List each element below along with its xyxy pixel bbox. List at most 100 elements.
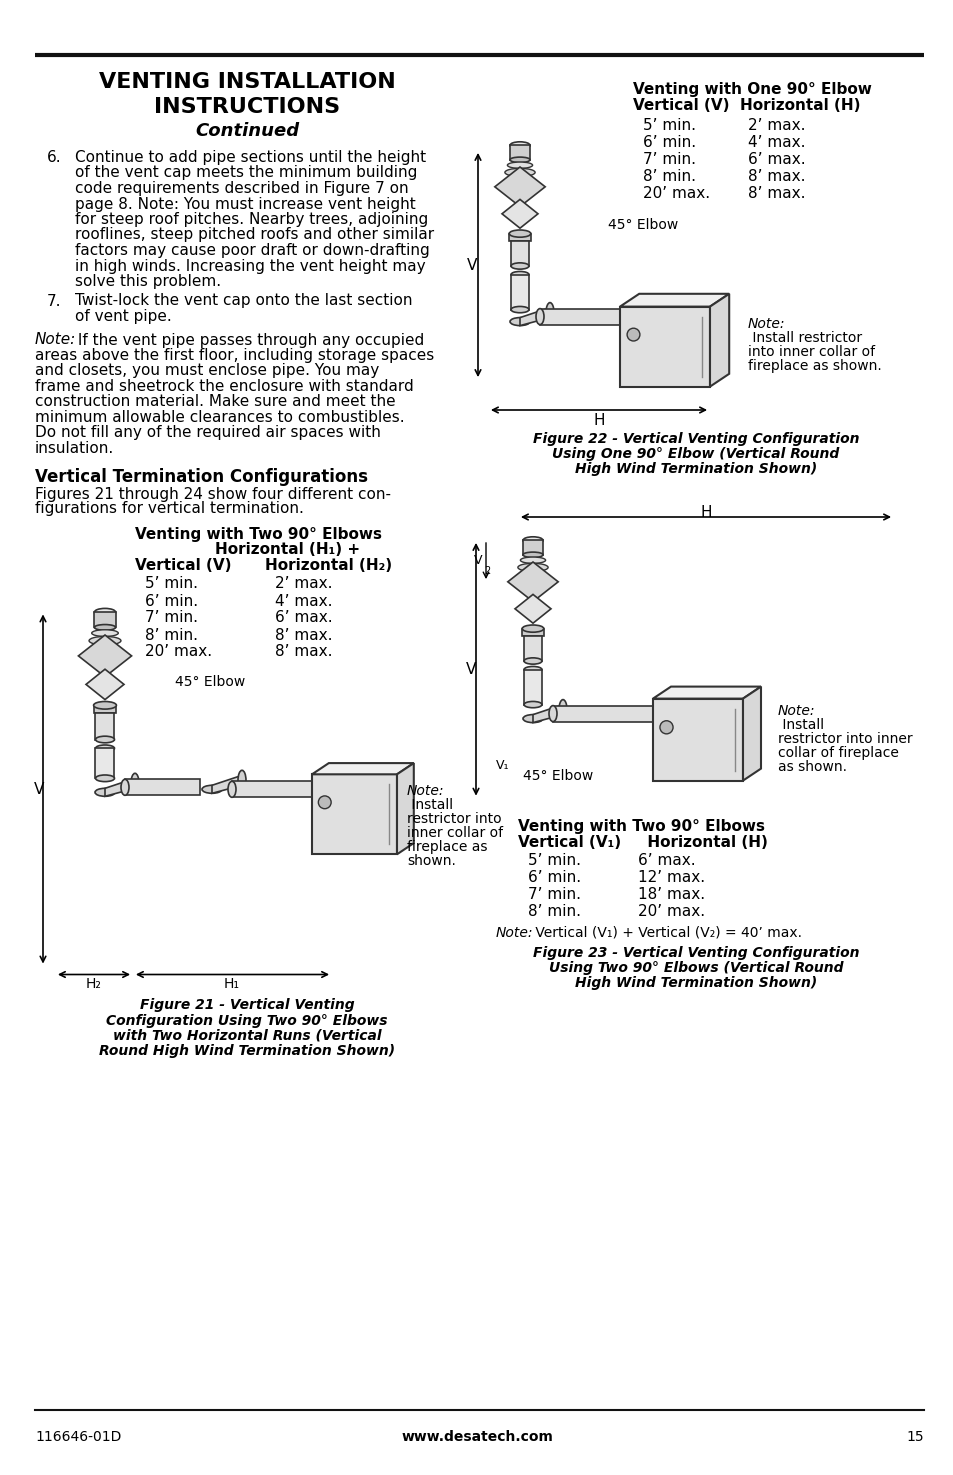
Bar — [522, 540, 542, 555]
Ellipse shape — [511, 307, 529, 313]
Bar — [652, 699, 742, 780]
Text: 5’ min.: 5’ min. — [642, 118, 696, 133]
Circle shape — [626, 329, 639, 341]
Text: for steep roof pitches. Nearby trees, adjoining: for steep roof pitches. Nearby trees, ad… — [75, 212, 428, 227]
Bar — [232, 782, 322, 798]
Text: 2: 2 — [483, 566, 490, 577]
Polygon shape — [212, 776, 242, 794]
Ellipse shape — [94, 608, 115, 617]
Bar — [312, 774, 396, 854]
Text: in high winds. Increasing the vent height may: in high winds. Increasing the vent heigh… — [75, 258, 425, 273]
Text: Horizontal (H₂): Horizontal (H₂) — [265, 559, 392, 574]
Bar — [523, 636, 541, 661]
Polygon shape — [515, 594, 551, 624]
Text: V: V — [474, 555, 482, 568]
Ellipse shape — [507, 162, 532, 168]
Text: 116646-01D: 116646-01D — [35, 1429, 121, 1444]
Ellipse shape — [545, 302, 554, 323]
Text: 15: 15 — [905, 1429, 923, 1444]
Text: with Two Horizontal Runs (Vertical: with Two Horizontal Runs (Vertical — [112, 1028, 381, 1043]
Text: 20’ max.: 20’ max. — [145, 645, 212, 659]
Text: Venting with Two 90° Elbows: Venting with Two 90° Elbows — [517, 819, 764, 833]
Polygon shape — [742, 686, 760, 780]
Text: inner collar of: inner collar of — [407, 826, 502, 841]
Text: High Wind Termination Shown): High Wind Termination Shown) — [575, 975, 817, 990]
Ellipse shape — [519, 558, 545, 563]
Text: Horizontal (H₁) +: Horizontal (H₁) + — [214, 543, 359, 558]
Text: H: H — [700, 504, 711, 521]
Bar — [553, 705, 662, 721]
Text: code requirements described in Figure 7 on: code requirements described in Figure 7 … — [75, 181, 408, 196]
Ellipse shape — [95, 745, 114, 752]
Bar — [94, 612, 115, 627]
Ellipse shape — [536, 308, 543, 324]
Text: H₁: H₁ — [224, 978, 240, 991]
Text: 5’ min.: 5’ min. — [145, 577, 198, 591]
Text: 2’ max.: 2’ max. — [274, 577, 333, 591]
Text: Using One 90° Elbow (Vertical Round: Using One 90° Elbow (Vertical Round — [552, 447, 839, 462]
Text: Note:: Note: — [778, 704, 815, 718]
Text: 4’ max.: 4’ max. — [747, 136, 804, 150]
Ellipse shape — [510, 142, 530, 149]
Bar — [509, 233, 530, 240]
Text: rooflines, steep pitched roofs and other similar: rooflines, steep pitched roofs and other… — [75, 227, 434, 242]
Text: Note:: Note: — [407, 785, 444, 798]
Text: Continued: Continued — [195, 122, 299, 140]
Text: Configuration Using Two 90° Elbows: Configuration Using Two 90° Elbows — [106, 1013, 387, 1028]
Text: Install restrictor: Install restrictor — [747, 330, 862, 345]
Text: 8’ max.: 8’ max. — [274, 645, 333, 659]
Polygon shape — [619, 294, 728, 307]
Text: insulation.: insulation. — [35, 441, 114, 456]
Text: areas above the first floor, including storage spaces: areas above the first floor, including s… — [35, 348, 434, 363]
Ellipse shape — [522, 552, 542, 558]
Text: Figure 21 - Vertical Venting: Figure 21 - Vertical Venting — [139, 999, 354, 1012]
Text: H₂: H₂ — [86, 978, 102, 991]
Ellipse shape — [95, 774, 114, 782]
Polygon shape — [78, 636, 132, 677]
Text: Vertical (V)  Horizontal (H): Vertical (V) Horizontal (H) — [633, 97, 860, 114]
Ellipse shape — [523, 667, 541, 673]
Text: Round High Wind Termination Shown): Round High Wind Termination Shown) — [99, 1043, 395, 1058]
Text: into inner collar of: into inner collar of — [747, 345, 874, 358]
Text: 6’ max.: 6’ max. — [274, 611, 333, 625]
Ellipse shape — [517, 563, 548, 571]
Ellipse shape — [511, 271, 529, 277]
Ellipse shape — [237, 770, 246, 791]
Bar — [521, 628, 543, 636]
Text: 7’ min.: 7’ min. — [642, 152, 696, 167]
Text: restrictor into: restrictor into — [407, 813, 501, 826]
Ellipse shape — [523, 658, 541, 664]
Polygon shape — [312, 763, 414, 774]
Text: 6’ min.: 6’ min. — [145, 593, 198, 609]
Bar — [93, 705, 116, 712]
Text: 18’ max.: 18’ max. — [638, 886, 704, 901]
Text: 2’ max.: 2’ max. — [747, 118, 804, 133]
Text: 6’ max.: 6’ max. — [638, 853, 695, 867]
Text: 6’ min.: 6’ min. — [642, 136, 696, 150]
Text: 7.: 7. — [47, 294, 61, 308]
Text: Figure 23 - Vertical Venting Configuration: Figure 23 - Vertical Venting Configurati… — [532, 945, 859, 960]
Text: construction material. Make sure and meet the: construction material. Make sure and mee… — [35, 394, 395, 410]
Polygon shape — [533, 705, 562, 723]
Text: 6.: 6. — [47, 150, 62, 165]
Polygon shape — [105, 779, 135, 797]
Ellipse shape — [511, 263, 529, 268]
Text: restrictor into inner: restrictor into inner — [778, 732, 912, 745]
Ellipse shape — [121, 779, 129, 795]
Text: 20’ max.: 20’ max. — [638, 904, 704, 919]
Text: Figures 21 through 24 show four different con-: Figures 21 through 24 show four differen… — [35, 487, 391, 502]
Text: minimum allowable clearances to combustibles.: minimum allowable clearances to combusti… — [35, 410, 404, 425]
Text: frame and sheetrock the enclosure with standard: frame and sheetrock the enclosure with s… — [35, 379, 414, 394]
Text: fireplace as shown.: fireplace as shown. — [747, 358, 881, 373]
Bar — [95, 748, 114, 779]
Text: 5’ min.: 5’ min. — [527, 853, 580, 867]
Text: www.desatech.com: www.desatech.com — [400, 1429, 553, 1444]
Text: If the vent pipe passes through any occupied: If the vent pipe passes through any occu… — [73, 332, 424, 348]
Text: V: V — [465, 661, 476, 677]
Ellipse shape — [522, 537, 542, 544]
Text: Note:: Note: — [35, 332, 76, 348]
Bar — [510, 146, 530, 159]
Ellipse shape — [510, 317, 530, 326]
Ellipse shape — [510, 158, 530, 162]
Text: 8’ min.: 8’ min. — [642, 170, 696, 184]
